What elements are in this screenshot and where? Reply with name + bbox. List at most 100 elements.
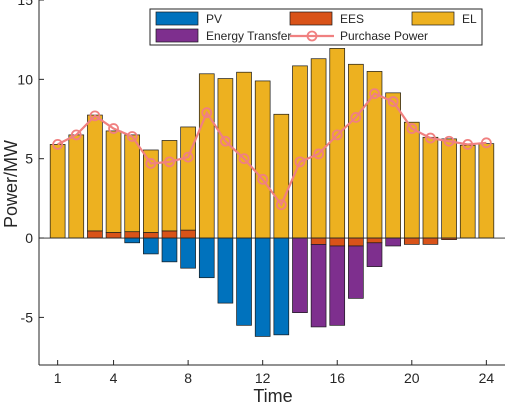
x-tick-label: 24 [479, 370, 495, 386]
x-tick-label: 12 [255, 370, 271, 386]
bar-pv-t5 [124, 237, 140, 244]
legend-item-pv: PV [155, 11, 222, 26]
bar-energy-transfer-t17 [348, 245, 364, 299]
bar-el-t24 [478, 143, 495, 239]
bar-pv-t6 [143, 237, 159, 255]
x-axis-label: Time [253, 386, 292, 406]
marker-purchase-power-t2 [70, 129, 82, 141]
legend-label-pv: PV [206, 12, 222, 26]
legend-marker-purchase-power [306, 30, 318, 42]
legend-item-purchase-power: Purchase Power [290, 29, 428, 43]
marker-purchase-power-t19 [387, 96, 399, 107]
marker-purchase-power-t24 [480, 137, 492, 149]
bar-el-t16 [329, 48, 346, 239]
bar-ees-t7 [161, 230, 178, 239]
x-tick-label: 4 [110, 370, 118, 386]
bar-energy-transfer-t15 [310, 244, 327, 328]
bar-pv-t7 [161, 237, 178, 263]
bar-el-t3 [87, 114, 103, 232]
purchase-power-line-layer [52, 88, 492, 211]
x-tick-label: 16 [329, 370, 345, 386]
bar-el-t20 [403, 121, 420, 239]
bar-el-t17 [348, 63, 364, 239]
bar-el-t2 [68, 134, 85, 239]
marker-purchase-power-t22 [443, 135, 455, 147]
legend: PV EES EL Energy Transfer Purchase Power [149, 8, 483, 46]
bar-ees-t5 [124, 231, 140, 239]
bar-el-t4 [105, 130, 122, 233]
bar-energy-transfer-t16 [329, 245, 346, 326]
marker-purchase-power-t15 [313, 148, 325, 160]
marker-purchase-power-t9 [201, 107, 213, 119]
y-tick-label: -5 [21, 309, 34, 325]
axes-layer [38, 0, 505, 366]
bar-el-t6 [143, 149, 159, 233]
bar-pv-t9 [198, 237, 215, 279]
marker-purchase-power-t3 [89, 110, 101, 122]
marker-purchase-power-t16 [331, 129, 343, 141]
bar-pv-t13 [273, 237, 290, 336]
bar-el-t19 [385, 92, 401, 239]
marker-purchase-power-t11 [238, 153, 250, 165]
legend-label-el: EL [462, 12, 477, 26]
bar-el-t13 [273, 113, 290, 239]
marker-purchase-power-t14 [294, 156, 306, 168]
marker-purchase-power-t1 [52, 139, 64, 150]
bar-ees-t20 [403, 237, 420, 245]
bar-pv-t10 [217, 237, 234, 304]
bar-energy-transfer-t14 [292, 237, 308, 313]
legend-swatch-energy-transfer [155, 28, 199, 43]
bar-el-t10 [217, 78, 234, 239]
y-tick-label: 5 [25, 151, 33, 167]
bar-ees-t8 [180, 229, 196, 239]
y-tick-label: 15 [17, 0, 33, 8]
marker-purchase-power-t18 [369, 88, 380, 100]
y-axis-label: Power/MW [1, 140, 21, 228]
marker-purchase-power-t4 [108, 123, 119, 134]
bar-pv-t11 [236, 237, 252, 326]
bar-el-t22 [441, 138, 457, 239]
y-tick-label: 0 [25, 230, 33, 246]
marker-purchase-power-t23 [462, 139, 474, 150]
legend-item-ees: EES [289, 11, 364, 26]
marker-purchase-power-t10 [219, 135, 231, 147]
bar-ees-t4 [105, 232, 122, 239]
marker-purchase-power-t7 [164, 156, 175, 168]
bar-ees-t3 [87, 230, 103, 239]
bar-ees-t18 [366, 237, 383, 244]
marker-purchase-power-t8 [182, 151, 194, 163]
bar-ees-t6 [143, 232, 159, 239]
legend-swatch-pv [155, 11, 199, 26]
marker-purchase-power-t21 [425, 132, 436, 144]
legend-swatch-ees [289, 11, 333, 26]
marker-purchase-power-t20 [406, 123, 418, 134]
marker-purchase-power-t13 [275, 199, 287, 211]
legend-label-energy-transfer: Energy Transfer [206, 29, 291, 43]
bar-el-t21 [422, 136, 439, 239]
bar-ees-t16 [329, 237, 346, 247]
y-tick-label: 10 [17, 71, 33, 87]
legend-item-energy-transfer: Energy Transfer [155, 28, 291, 43]
bar-ees-t21 [422, 237, 439, 245]
legend-label-purchase-power: Purchase Power [340, 29, 428, 43]
marker-purchase-power-t5 [126, 131, 138, 142]
bars-layer [39, 48, 505, 337]
legend-swatch-el [411, 11, 455, 26]
x-tick-label: 8 [184, 370, 192, 386]
bar-el-t1 [49, 144, 66, 239]
bar-pv-t12 [254, 237, 271, 337]
bar-pv-t8 [180, 237, 196, 269]
marker-purchase-power-t12 [257, 173, 269, 185]
bar-el-t9 [198, 73, 215, 239]
line-purchase-power [57, 92, 487, 207]
marker-purchase-power-t6 [145, 158, 157, 169]
bar-ees-t15 [310, 237, 327, 245]
legend-label-ees: EES [340, 12, 364, 26]
bar-el-t7 [161, 140, 178, 232]
bar-energy-transfer-t19 [385, 237, 401, 247]
x-tick-label: 20 [404, 370, 420, 386]
ticks-layer: -5 0 5 10 15 1 4 8 12 16 20 24 [17, 0, 494, 386]
bar-el-t14 [292, 65, 308, 239]
bar-el-t5 [124, 134, 140, 233]
